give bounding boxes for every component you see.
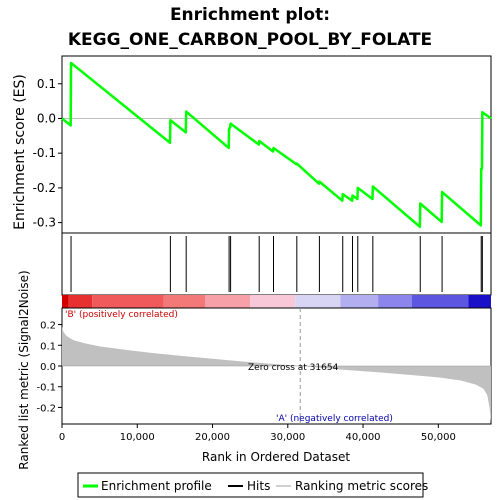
legend-es-label: Enrichment profile [101,479,212,493]
hits-panel [61,232,492,296]
x-tick-label-2: 20,000 [195,432,230,443]
chart-title-line2: KEGG_ONE_CARBON_POOL_BY_FOLATE [68,30,432,50]
legend-hits-label: Hits [247,479,270,493]
heat-segment-5 [250,295,296,308]
chart-title-line1: Enrichment plot: [170,5,330,25]
legend: Enrichment profile Hits Ranking metric s… [77,472,428,498]
metric-tick-label-4: 0.2 [40,321,56,332]
heat-segment-9 [411,295,469,308]
neg-correlated-label: 'A' (negatively correlated) [276,414,393,424]
es-tick-label-1: -0.2 [33,181,56,195]
heat-segment-4 [205,295,251,308]
hit-lines [70,236,483,292]
es-tick-label-0: -0.3 [33,216,56,230]
zero-cross-label: Zero cross at 31654 [248,363,339,373]
metric-area-path [62,326,491,422]
heat-segment-1 [68,295,93,308]
heat-segment-2 [92,295,164,308]
legend-metric-label: Ranking metric scores [295,479,428,493]
heat-bar [62,295,491,308]
legend-box [77,472,424,498]
x-tick-label-0: 0 [59,432,65,443]
x-tick-label-1: 10,000 [120,432,155,443]
x-tick-label-5: 50,000 [421,432,456,443]
metric-tick-label-3: 0.1 [40,341,56,352]
es-tick-label-3: 0.0 [37,111,56,125]
es-panel [61,55,492,234]
metric-axis-label: Ranked list metric (Signal2Noise) [17,270,31,469]
axes: -0.3 -0.2 -0.1 0.0 0.1 -0.2 -0.1 0.0 0.1 0.2 0 10,0… [33,77,456,443]
heat-segment-0 [62,295,69,308]
heat-segment-10 [468,295,491,308]
metric-tick-label-1: -0.1 [36,383,56,394]
heat-segment-8 [378,295,412,308]
pos-correlated-label: 'B' (positively correlated) [65,310,178,320]
x-tick-label-3: 30,000 [270,432,305,443]
heat-segment-6 [295,295,341,308]
x-tick-label-4: 40,000 [346,432,381,443]
es-curve [61,61,492,229]
es-tick-label-4: 0.1 [37,77,56,91]
es-axis-label: Enrichment score (ES) [12,74,28,230]
metric-tick-label-2: 0.0 [40,362,56,373]
x-axis-label: Rank in Ordered Dataset [202,450,350,464]
heat-segment-3 [163,295,205,308]
metric-area [62,308,491,424]
es-curve-group [61,61,492,229]
metric-tick-label-0: -0.2 [36,403,56,414]
heat-segment-7 [340,295,379,308]
es-tick-label-2: -0.1 [33,146,56,160]
